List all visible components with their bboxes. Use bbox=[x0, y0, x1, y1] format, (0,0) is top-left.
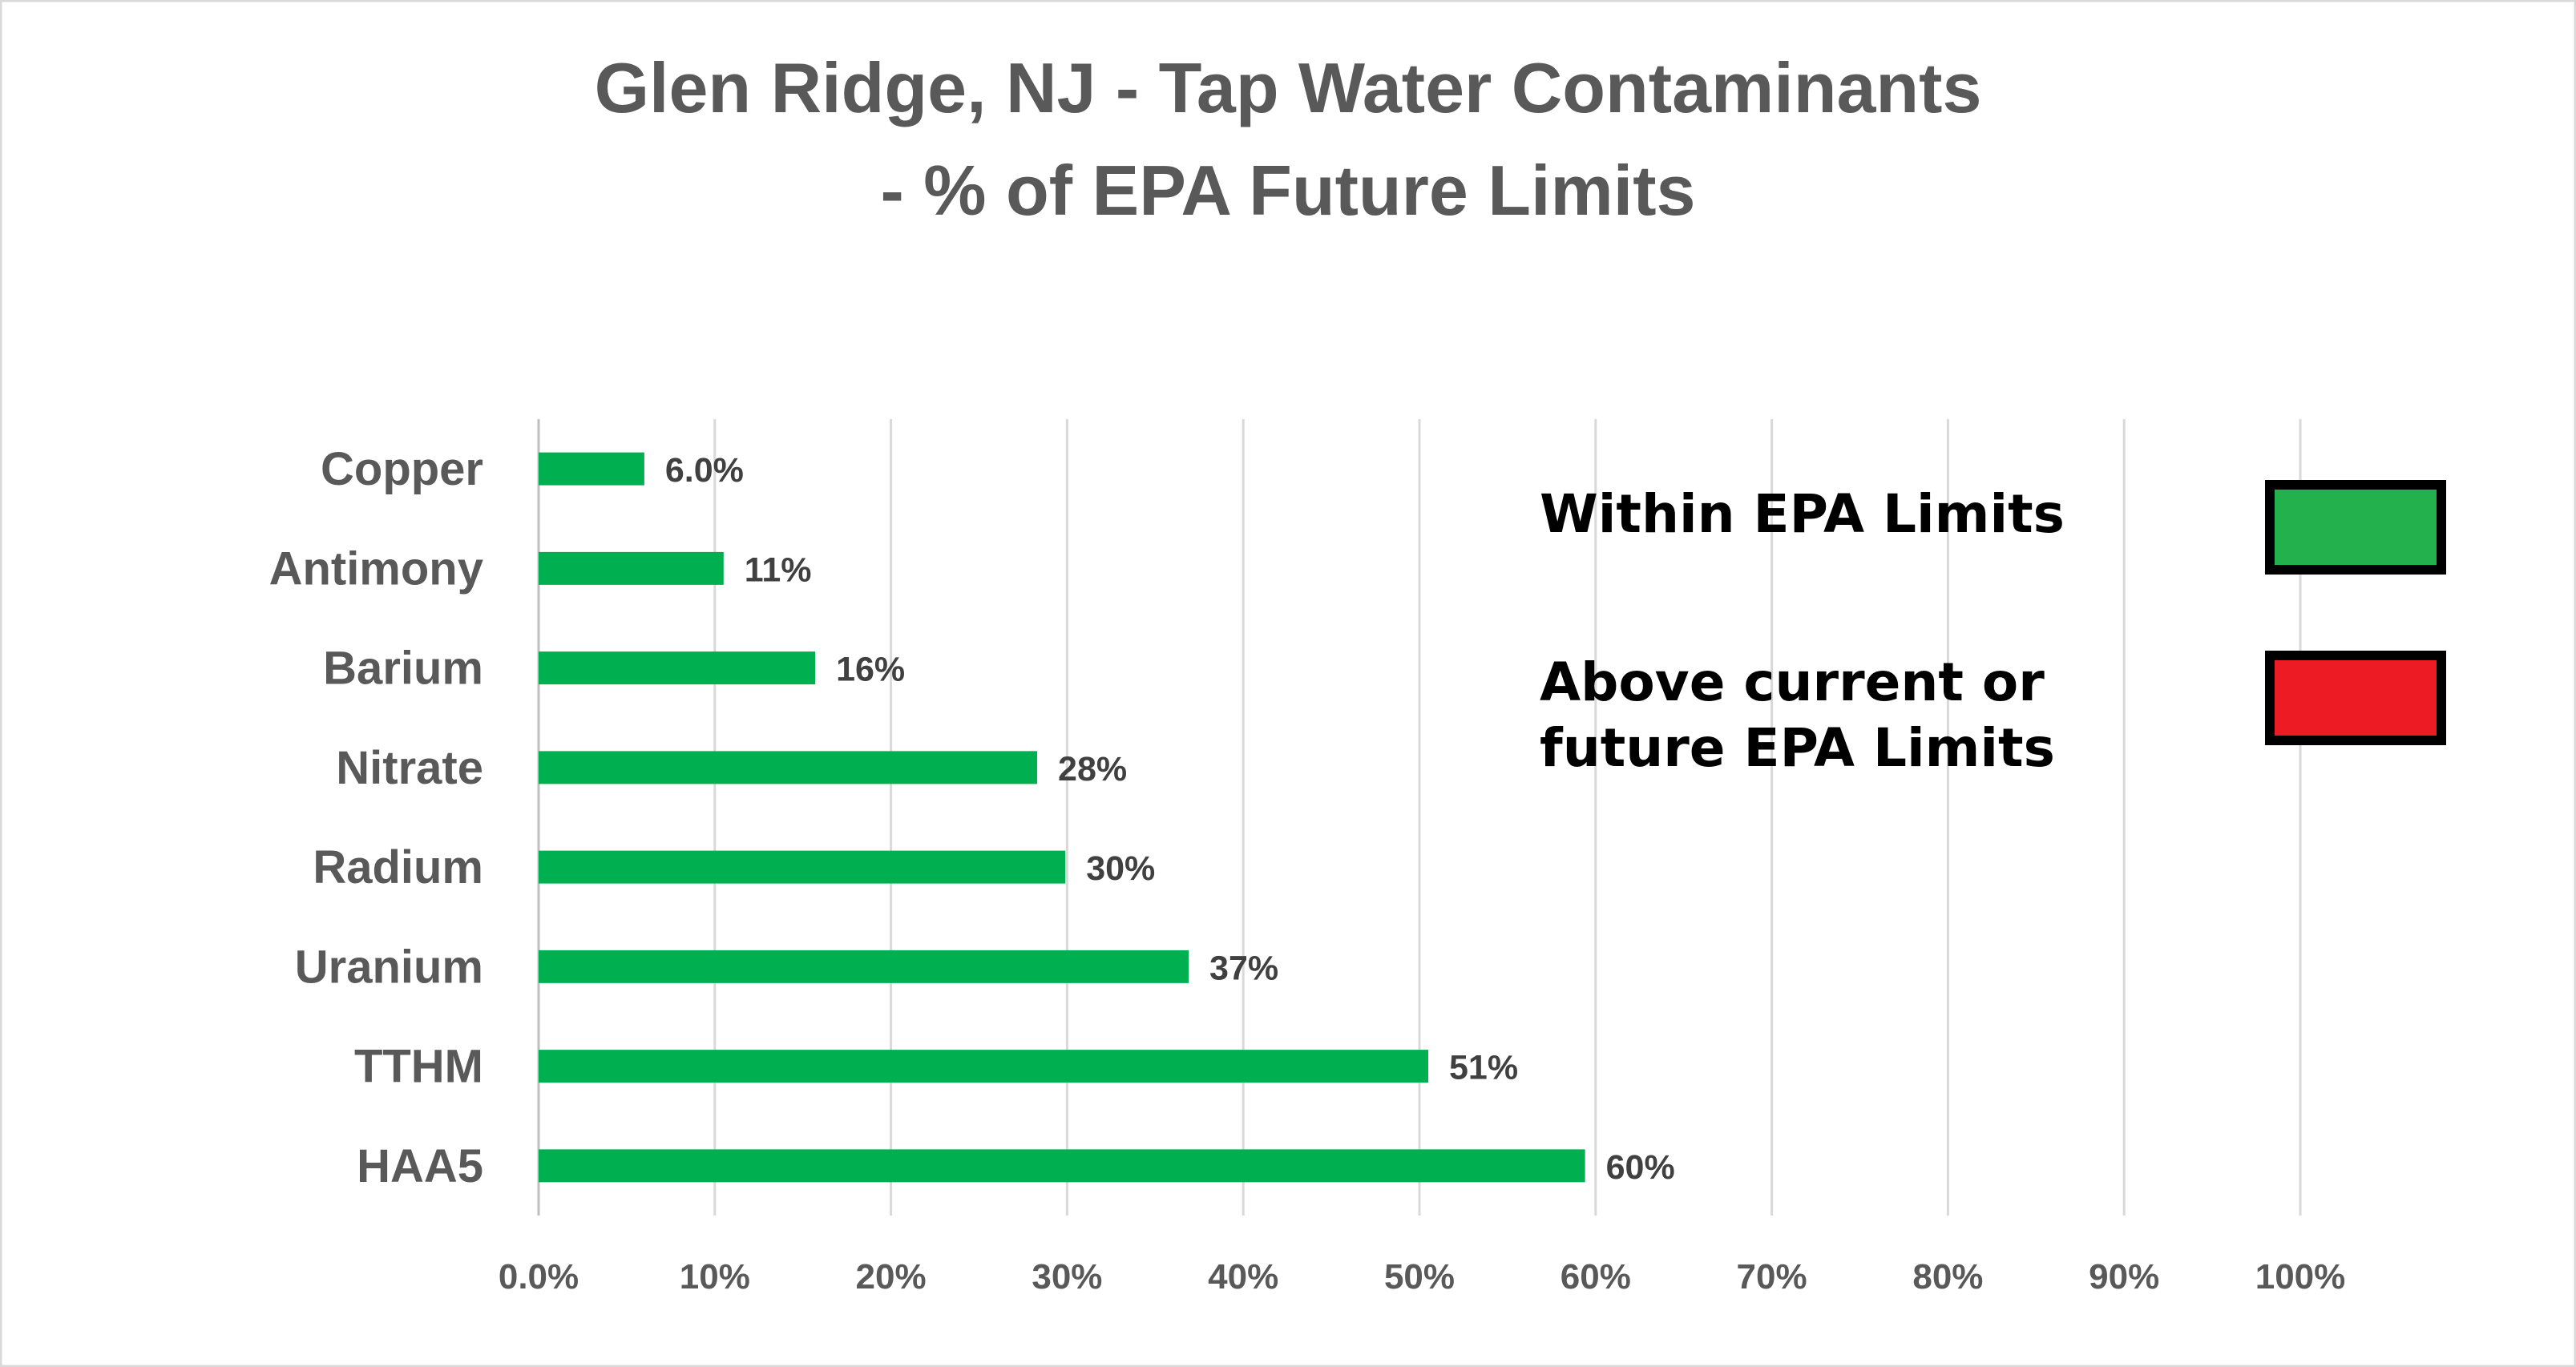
data-label: 16% bbox=[836, 651, 905, 689]
data-label: 11% bbox=[745, 550, 812, 589]
gridlines: 0.0% 10% 20% 30% 40% 50% 60% 70% 80% 90% 100% bbox=[499, 419, 2345, 1296]
legend-label: Above current or bbox=[1540, 651, 2045, 713]
data-label: 51% bbox=[1449, 1049, 1518, 1087]
bar-nitrate bbox=[539, 751, 1038, 784]
chart-title-line-1: Glen Ridge, NJ - Tap Water Contaminants bbox=[595, 48, 1982, 127]
category-label: Uranium bbox=[295, 941, 483, 993]
bar-tthm bbox=[539, 1050, 1428, 1083]
bars: Copper 6.0% Antimony 11% Barium 16% Nitrate 28%… bbox=[269, 443, 1675, 1192]
x-tick-label: 100% bbox=[2255, 1257, 2346, 1296]
data-label: 37% bbox=[1209, 949, 1278, 987]
bar-radium bbox=[539, 850, 1066, 884]
x-tick-label: 0.0% bbox=[499, 1257, 579, 1296]
x-tick-label: 60% bbox=[1561, 1257, 1631, 1296]
x-tick-label: 30% bbox=[1032, 1257, 1102, 1296]
category-label: Barium bbox=[323, 643, 483, 695]
category-label: Radium bbox=[313, 841, 483, 893]
bar-antimony bbox=[539, 551, 724, 585]
legend: Within EPA Limits Above current orfuture … bbox=[1540, 480, 2446, 779]
x-tick-label: 90% bbox=[2089, 1257, 2159, 1296]
data-label: 30% bbox=[1086, 849, 1155, 888]
chart-title-line-2: - % of EPA Future Limits bbox=[881, 151, 1696, 230]
bar-haa5 bbox=[539, 1149, 1585, 1183]
x-tick-label: 20% bbox=[856, 1257, 927, 1296]
x-tick-label: 10% bbox=[680, 1257, 750, 1296]
category-label: TTHM bbox=[354, 1041, 483, 1093]
legend-swatch-within bbox=[2265, 480, 2446, 575]
category-label: HAA5 bbox=[357, 1140, 483, 1192]
category-label: Copper bbox=[321, 443, 483, 495]
x-tick-label: 50% bbox=[1384, 1257, 1455, 1296]
bar-barium bbox=[539, 651, 816, 685]
category-label: Nitrate bbox=[336, 742, 483, 794]
x-tick-label: 80% bbox=[1912, 1257, 1983, 1296]
legend-label: Within EPA Limits bbox=[1540, 483, 2065, 545]
data-label: 28% bbox=[1058, 750, 1127, 788]
bar-copper bbox=[539, 452, 644, 486]
x-tick-label: 40% bbox=[1208, 1257, 1278, 1296]
legend-label: future EPA Limits bbox=[1540, 717, 2055, 779]
x-tick-label: 70% bbox=[1737, 1257, 1807, 1296]
data-label: 6.0% bbox=[665, 451, 744, 490]
category-label: Antimony bbox=[269, 542, 483, 595]
data-label: 60% bbox=[1606, 1148, 1675, 1187]
bar-uranium bbox=[539, 950, 1189, 983]
legend-swatch-above bbox=[2265, 651, 2446, 745]
